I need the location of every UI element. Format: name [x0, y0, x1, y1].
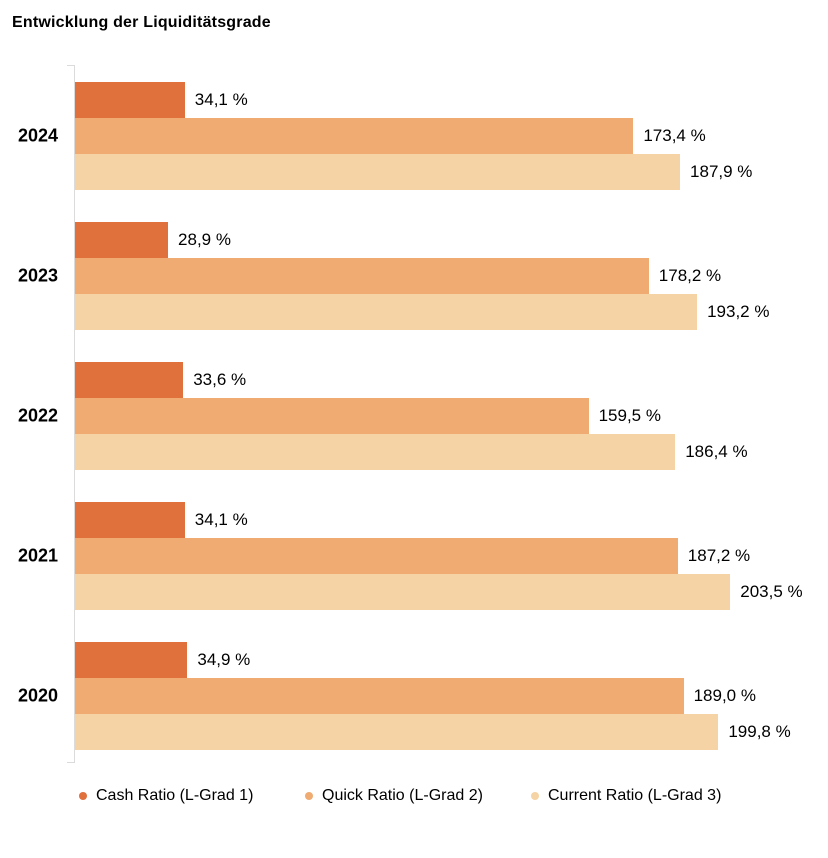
value-label-quick-ratio-2021: 187,2 %: [687, 546, 751, 565]
bar-group-2020: 2020 34,9 % 189,0 % 199,8 %: [0, 642, 828, 750]
value-label-cash-ratio-2020: 34,9 %: [197, 650, 251, 669]
value-label-cash-ratio-2022: 33,6 %: [193, 370, 247, 389]
value-label-current-ratio-2021: 203,5 %: [740, 582, 803, 601]
legend: Cash Ratio (L-Grad 1) Quick Ratio (L-Gra…: [79, 787, 757, 805]
value-label-quick-ratio-2024: 173,4 %: [643, 126, 706, 145]
value-label-quick-ratio-2022: 159,5 %: [598, 406, 661, 425]
bar-cash-ratio-2021: [75, 502, 185, 538]
bar-cash-ratio-2020: [75, 642, 188, 678]
bar-current-ratio-2023: [75, 294, 698, 330]
legend-label-quick-ratio: Quick Ratio (L-Grad 2): [322, 787, 483, 804]
y-axis-tick-top: [67, 65, 75, 66]
bar-cash-ratio-2023: [75, 222, 169, 258]
legend-item-cash-ratio: Cash Ratio (L-Grad 1): [79, 787, 305, 805]
y-axis-line: [74, 65, 75, 763]
category-label-2023: 2023: [17, 265, 58, 286]
legend-label-current-ratio: Current Ratio (L-Grad 3): [548, 787, 722, 804]
bar-current-ratio-2020: [75, 714, 719, 750]
value-label-current-ratio-2020: 199,8 %: [728, 722, 791, 741]
chart-title: Entwicklung der Liquiditätsgrade: [12, 14, 271, 31]
bar-group-2021: 2021 34,1 % 187,2 % 203,5 %: [0, 502, 828, 610]
legend-item-quick-ratio: Quick Ratio (L-Grad 2): [305, 787, 531, 805]
legend-dot-current-ratio-icon: [531, 792, 539, 800]
bar-quick-ratio-2024: [75, 118, 634, 154]
value-label-current-ratio-2024: 187,9 %: [690, 162, 753, 181]
bar-group-2024: 2024 34,1 % 173,4 % 187,9 %: [0, 82, 828, 190]
bar-current-ratio-2024: [75, 154, 681, 190]
bar-current-ratio-2021: [75, 574, 731, 610]
bar-group-2023: 2023 28,9 % 178,2 % 193,2 %: [0, 222, 828, 330]
category-label-2022: 2022: [17, 405, 58, 426]
value-label-current-ratio-2022: 186,4 %: [685, 442, 748, 461]
category-label-2021: 2021: [17, 545, 58, 566]
category-label-2024: 2024: [17, 125, 58, 146]
bar-cash-ratio-2022: [75, 362, 184, 398]
bar-cash-ratio-2024: [75, 82, 185, 118]
value-label-quick-ratio-2020: 189,0 %: [693, 686, 756, 705]
legend-dot-quick-ratio-icon: [305, 792, 313, 800]
bar-quick-ratio-2020: [75, 678, 684, 714]
bar-quick-ratio-2021: [75, 538, 678, 574]
legend-item-current-ratio: Current Ratio (L-Grad 3): [531, 787, 757, 805]
category-label-2020: 2020: [17, 685, 58, 706]
value-label-cash-ratio-2024: 34,1 %: [194, 90, 248, 109]
legend-dot-cash-ratio-icon: [79, 792, 87, 800]
y-axis-tick-bottom: [67, 762, 75, 763]
value-label-current-ratio-2023: 193,2 %: [707, 302, 770, 321]
bar-current-ratio-2022: [75, 434, 676, 470]
bar-quick-ratio-2022: [75, 398, 589, 434]
bar-quick-ratio-2023: [75, 258, 649, 294]
value-label-cash-ratio-2023: 28,9 %: [178, 230, 231, 249]
value-label-quick-ratio-2023: 178,2 %: [658, 266, 722, 285]
legend-label-cash-ratio: Cash Ratio (L-Grad 1): [96, 787, 254, 804]
value-label-cash-ratio-2021: 34,1 %: [194, 510, 248, 529]
bar-group-2022: 2022 33,6 % 159,5 % 186,4 %: [0, 362, 828, 470]
